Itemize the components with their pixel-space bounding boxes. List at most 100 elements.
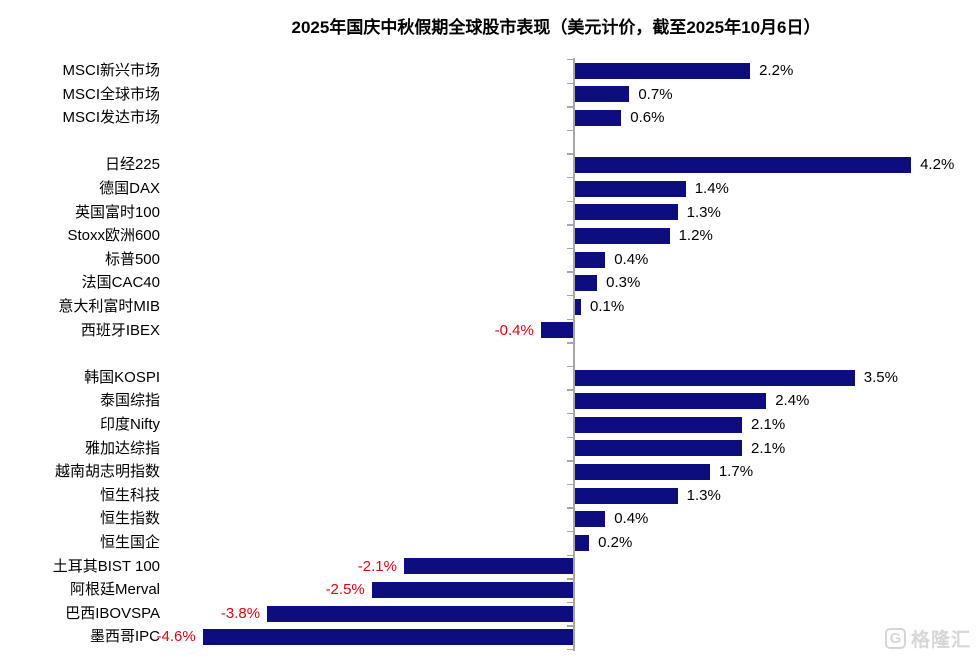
bar-row: Stoxx欧洲600 1.2% [0, 224, 977, 248]
category-label: Stoxx欧洲600 [67, 227, 160, 245]
value-label: 2.1% [751, 416, 786, 433]
category-label: 法国CAC40 [81, 274, 160, 292]
watermark-text: 格隆汇 [910, 630, 971, 651]
category-label: MSCI新兴市场 [62, 62, 160, 79]
watermark: G 格隆汇 [884, 625, 971, 652]
bar-row: MSCI新兴市场 2.2% [0, 59, 977, 83]
bar [573, 204, 678, 221]
category-label: 土耳其BIST 100 [52, 557, 160, 575]
category-label: 英国富时100 [74, 203, 160, 221]
category-label: 恒生国企 [99, 534, 160, 551]
bar [573, 251, 606, 268]
value-label: 1.7% [718, 463, 754, 481]
axis-tick [567, 601, 573, 604]
bar-row: 雅加达综指 2.1% [0, 437, 977, 461]
bar-row: 土耳其BIST 100 -2.1% [0, 555, 977, 579]
value-label: 0.4% [614, 250, 649, 268]
gelonghui-logo-icon: G [884, 628, 906, 649]
value-label: 1.3% [686, 486, 721, 504]
bar [573, 463, 710, 480]
axis-tick [567, 247, 573, 250]
axis-tick [567, 554, 573, 556]
bar-row: 越南胡志明指数 1.7% [0, 460, 977, 484]
value-label: 0.2% [598, 534, 633, 551]
axis-tick [567, 106, 573, 108]
value-label: -2.1% [357, 557, 397, 575]
axis-tick [567, 649, 573, 651]
category-label: 巴西IBOVSPA [65, 604, 160, 622]
value-label: 0.4% [614, 510, 649, 528]
category-label: MSCI全球市场 [62, 85, 160, 103]
axis-tick [567, 625, 573, 627]
bar-row: 恒生科技 1.3% [0, 484, 977, 508]
bar [573, 511, 606, 528]
axis-tick [567, 531, 573, 533]
bar-row: 泰国综指 2.4% [0, 389, 977, 413]
value-label: -0.4% [494, 321, 534, 339]
category-label: 恒生指数 [99, 510, 160, 528]
bar-row: 标普500 0.4% [0, 248, 977, 272]
value-label: -3.8% [220, 604, 261, 622]
bar [403, 558, 573, 575]
category-label: 阿根廷Merval [69, 581, 160, 599]
axis-tick [567, 271, 573, 273]
bar-row: 阿根廷Merval -2.5% [0, 578, 977, 602]
axis-tick [567, 578, 573, 580]
category-label: 恒生科技 [99, 486, 160, 504]
category-label: 韩国KOSPI [84, 368, 160, 386]
axis-tick [567, 82, 573, 84]
category-label: 墨西哥IPC [89, 628, 160, 646]
category-label: 德国DAX [99, 180, 160, 197]
value-label: 2.2% [759, 62, 794, 79]
value-label: 2.4% [775, 392, 810, 410]
axis-tick [567, 365, 573, 368]
axis-tick [567, 436, 573, 438]
chart-title: 2025年国庆中秋假期全球股市表现（美元计价，截至2025年10月6日） [291, 18, 821, 37]
value-label: 4.2% [920, 156, 955, 174]
value-label: 0.6% [630, 109, 665, 127]
bar [573, 157, 912, 174]
axis-tick [567, 295, 573, 297]
axis-line [573, 58, 575, 651]
category-label: 泰国综指 [99, 392, 160, 410]
bar [573, 298, 582, 315]
bar [573, 487, 678, 504]
value-label: 0.1% [590, 298, 625, 315]
bar-row: 巴西IBOVSPA -3.8% [0, 602, 977, 626]
value-label: -4.6% [156, 628, 196, 646]
bar [573, 62, 751, 79]
value-label: -2.5% [325, 581, 365, 599]
bar [573, 416, 743, 433]
axis-tick [567, 224, 573, 226]
bar-row: MSCI全球市场 0.7% [0, 83, 977, 107]
axis-tick [567, 342, 573, 344]
bar [573, 180, 686, 197]
category-label: 意大利富时MIB [58, 298, 160, 315]
value-label: 2.1% [751, 439, 786, 457]
axis-tick [567, 153, 573, 155]
axis-tick [567, 413, 573, 415]
axis-tick [567, 507, 573, 509]
bar-row: 法国CAC40 0.3% [0, 271, 977, 295]
bar-row: 德国DAX 1.4% [0, 177, 977, 201]
axis-tick [567, 129, 573, 132]
bar-row: 恒生国企 0.2% [0, 531, 977, 555]
value-label: 0.7% [638, 85, 673, 103]
category-label: MSCI发达市场 [62, 109, 160, 127]
category-label: 印度Nifty [99, 416, 160, 433]
category-label: 越南胡志明指数 [54, 463, 160, 481]
axis-tick [567, 59, 573, 61]
axis-tick [567, 389, 573, 391]
axis-tick [567, 318, 573, 320]
bar-row: 意大利富时MIB 0.1% [0, 295, 977, 319]
bar [573, 534, 590, 551]
bar-row: 墨西哥IPC -4.6% [0, 625, 977, 649]
axis-tick [567, 460, 573, 462]
axis-tick [567, 200, 573, 202]
category-label: 日经225 [104, 156, 160, 174]
bar-row: 韩国KOSPI 3.5% [0, 366, 977, 390]
value-label: 1.4% [694, 180, 729, 197]
bar [540, 322, 573, 339]
category-label: 雅加达综指 [84, 439, 160, 457]
